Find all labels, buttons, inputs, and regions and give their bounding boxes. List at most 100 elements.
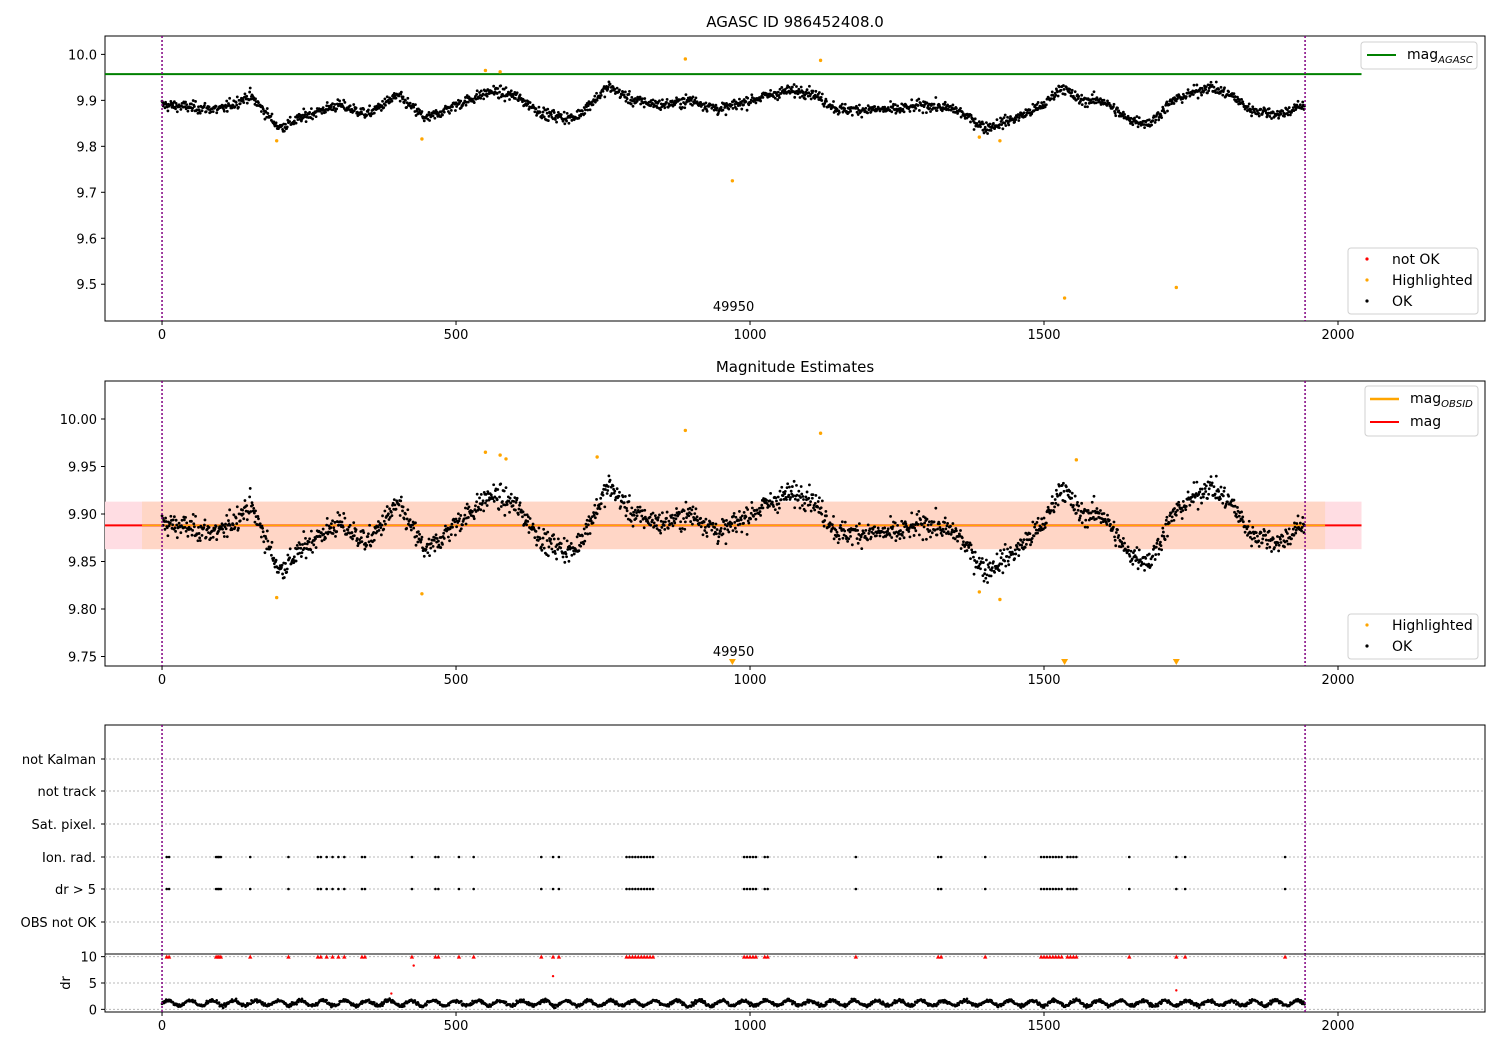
ok-point (496, 87, 500, 90)
ok-point (672, 516, 675, 520)
magnitude-x-tick-label: 1000 (733, 673, 766, 688)
ok-point (1221, 93, 1225, 97)
ok-point (812, 506, 815, 510)
ok-point (1169, 511, 1173, 515)
ok-point (479, 508, 483, 512)
ok-point (1278, 537, 1282, 541)
ok-point (1076, 500, 1079, 504)
ok-point (679, 530, 683, 533)
ok-point (1070, 91, 1074, 95)
ok-point (658, 513, 661, 517)
ok-point (1072, 504, 1075, 507)
ok-point (183, 525, 187, 529)
ok-point (1103, 517, 1107, 521)
ok-point (1181, 509, 1185, 512)
ok-point (314, 537, 317, 541)
ok-point (485, 92, 489, 96)
flag-point (639, 887, 643, 891)
highlighted-point (683, 428, 688, 433)
ok-point (722, 519, 726, 523)
ok-point (292, 555, 296, 559)
ok-point (252, 511, 256, 515)
ok-point (498, 90, 501, 94)
ok-point (641, 97, 644, 101)
ok-point (913, 526, 917, 530)
ok-point (266, 539, 270, 543)
ok-point (820, 92, 824, 96)
ok-point (233, 105, 237, 109)
ok-point (783, 489, 787, 493)
ok-point (320, 111, 324, 115)
ok-point (675, 507, 678, 510)
ok-point (1293, 525, 1297, 529)
ok-point (198, 539, 202, 543)
ok-point (843, 102, 847, 106)
ok-point (352, 103, 356, 106)
ok-point (1195, 83, 1199, 87)
ok-point (665, 98, 669, 101)
ok-point (1235, 100, 1239, 104)
ok-point (891, 525, 895, 529)
flag-point (634, 855, 637, 859)
flag-point (754, 887, 758, 891)
ok-point (777, 502, 781, 506)
ok-point (455, 105, 459, 108)
ok-point (683, 102, 687, 106)
ok-point (1150, 563, 1154, 567)
ok-point (735, 107, 738, 111)
ok-point (1003, 113, 1007, 117)
ok-point (682, 101, 685, 104)
ok-point (1174, 99, 1178, 103)
ok-point (679, 520, 683, 524)
ok-point (1000, 123, 1004, 126)
ok-point (356, 544, 360, 548)
ok-point (190, 102, 193, 106)
legend-highlighted-label: Highlighted (1392, 618, 1473, 634)
ok-point (629, 102, 633, 106)
flag-point (983, 855, 987, 859)
ok-point (949, 524, 952, 528)
ok-point (1210, 83, 1214, 87)
ok-point (384, 522, 387, 526)
highlighted-point (1062, 296, 1067, 300)
ok-point (1247, 519, 1251, 523)
ok-point (312, 113, 316, 117)
ok-point (716, 112, 720, 115)
ok-point (1062, 87, 1066, 91)
ok-point (1151, 554, 1155, 558)
agasc-y-tick-label: 9.5 (76, 278, 97, 293)
ok-point (1177, 503, 1181, 507)
ok-point (314, 546, 318, 549)
ok-point (251, 503, 254, 507)
ok-point (1017, 554, 1021, 558)
ok-point (951, 522, 955, 525)
ok-point (959, 115, 963, 119)
flag-point (625, 855, 628, 859)
ok-point (1286, 113, 1290, 117)
ok-point (385, 95, 389, 99)
ok-point (694, 96, 698, 100)
ok-point (304, 556, 308, 560)
ok-point (1253, 536, 1256, 540)
ok-point (715, 532, 718, 536)
ok-point (338, 513, 342, 517)
ok-point (730, 522, 734, 526)
ok-point (639, 102, 643, 106)
ok-point (690, 103, 694, 107)
ok-point (943, 103, 947, 106)
ok-point (284, 122, 287, 126)
ok-point (705, 535, 709, 538)
flag-point (625, 887, 628, 891)
ok-point (552, 108, 556, 112)
flag-point (1183, 855, 1187, 859)
ok-point (653, 514, 657, 518)
ok-point (377, 528, 381, 532)
ok-point (830, 523, 834, 527)
ok-point (200, 533, 204, 537)
ok-point (1089, 511, 1093, 515)
ok-point (582, 542, 586, 546)
ok-point (1064, 485, 1068, 489)
ok-point (1111, 525, 1115, 529)
ok-point (456, 512, 460, 516)
ok-point (1000, 118, 1004, 121)
